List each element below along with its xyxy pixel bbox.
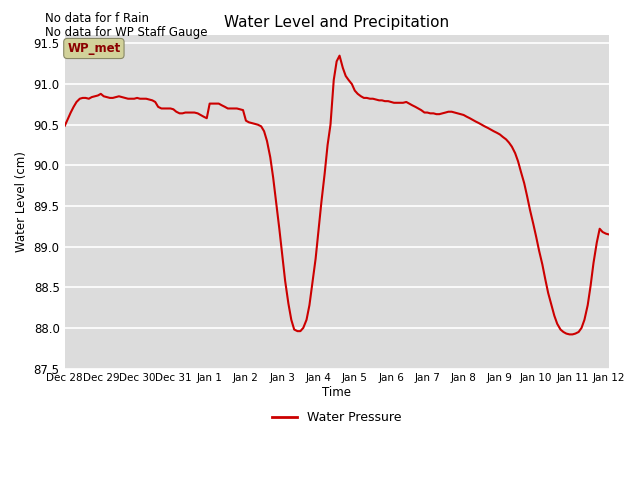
Text: No data for f Rain: No data for f Rain	[45, 12, 149, 25]
Text: No data for WP Staff Gauge: No data for WP Staff Gauge	[45, 26, 207, 39]
Y-axis label: Water Level (cm): Water Level (cm)	[15, 152, 28, 252]
Legend: Water Pressure: Water Pressure	[267, 406, 406, 429]
Title: Water Level and Precipitation: Water Level and Precipitation	[224, 15, 449, 30]
X-axis label: Time: Time	[322, 386, 351, 399]
Text: WP_met: WP_met	[67, 42, 120, 55]
